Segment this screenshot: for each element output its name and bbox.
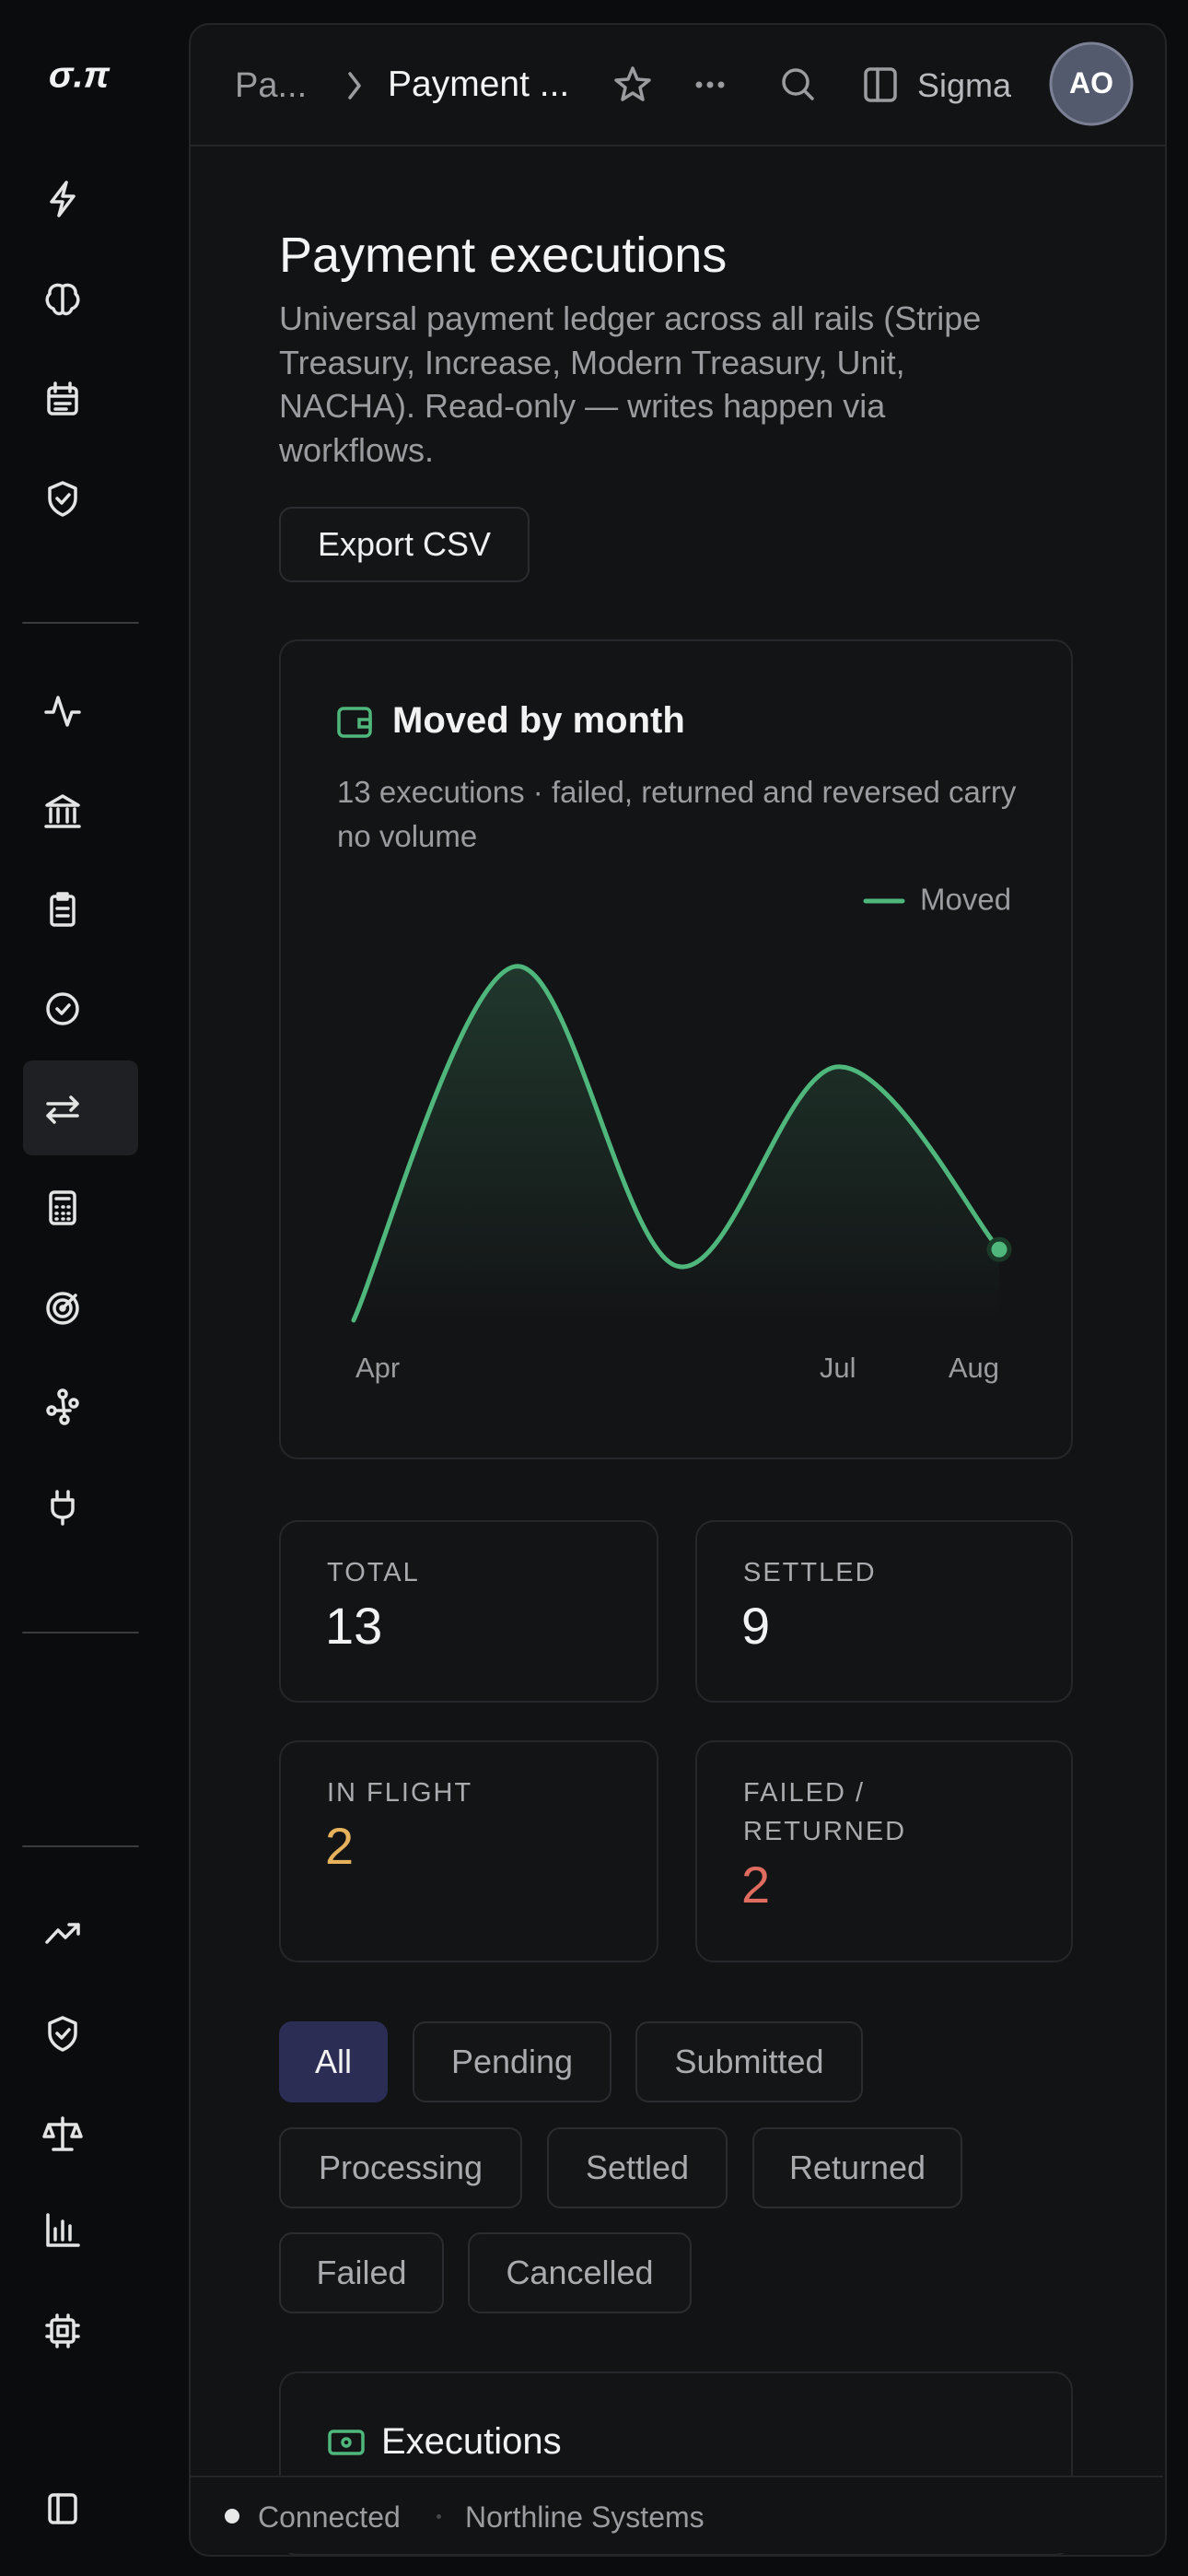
x-tick-label: Aug <box>949 1352 999 1384</box>
page-description: Universal payment ledger across all rail… <box>279 299 982 469</box>
filter-chip[interactable]: Submitted <box>635 2021 863 2102</box>
nav-icon[interactable] <box>45 1923 80 1944</box>
nav-icon[interactable] <box>45 283 80 316</box>
nav-icon[interactable] <box>48 2493 77 2524</box>
chart: Moved Apr Jul Aug <box>351 883 1012 1384</box>
filter-chip[interactable]: Cancelled <box>468 2232 692 2313</box>
nav-icon[interactable] <box>50 181 76 217</box>
nav-icon[interactable] <box>46 992 79 1025</box>
filter-chip[interactable]: Processing <box>279 2127 522 2208</box>
filter-chip[interactable]: Returned <box>752 2127 962 2208</box>
filter-chip[interactable]: Failed <box>279 2232 444 2313</box>
x-tick-label: Apr <box>355 1352 400 1384</box>
stat-label: SETTLED <box>743 1558 877 1587</box>
star-icon[interactable] <box>614 66 651 101</box>
nav-icon[interactable] <box>44 696 81 727</box>
export-button[interactable]: Export CSV <box>279 507 530 582</box>
avatar[interactable] <box>1049 41 1134 126</box>
nav-icon[interactable] <box>51 1490 75 1526</box>
filter-chip[interactable]: Settled <box>547 2127 728 2208</box>
stat-value: 9 <box>741 1597 771 1655</box>
nav-icon[interactable] <box>45 2313 80 2348</box>
end-point <box>986 1236 1012 1262</box>
workspace-name[interactable]: Sigma <box>917 66 1012 104</box>
nav-icon[interactable] <box>42 2116 83 2151</box>
avatar-initials[interactable]: AO <box>1069 66 1113 100</box>
stat-label: IN FLIGHT <box>327 1778 473 1808</box>
nav-icon[interactable] <box>44 794 81 828</box>
separator-dot <box>437 2514 441 2519</box>
search-icon[interactable] <box>782 68 814 100</box>
filter-chip[interactable]: All <box>279 2021 388 2102</box>
stat-label: TOTAL <box>327 1558 420 1587</box>
nav-icon[interactable] <box>48 481 77 517</box>
breadcrumb-parent[interactable]: Pa... <box>235 66 308 105</box>
executions-title: Executions <box>381 2421 562 2462</box>
stat-card <box>695 1740 1073 1962</box>
chart-card <box>279 639 1073 1459</box>
nav-icon[interactable] <box>50 892 76 927</box>
breadcrumb-chevron <box>348 72 361 100</box>
active-nav-bg <box>23 1060 138 1155</box>
filter-chip[interactable]: Pending <box>413 2021 611 2102</box>
more-icon[interactable] <box>695 81 725 88</box>
nav-icon[interactable] <box>46 1292 79 1325</box>
stat-card <box>279 1740 658 1962</box>
header-icons <box>348 41 1134 126</box>
nav-icon[interactable] <box>46 1388 79 1425</box>
stat-card <box>695 1520 1073 1703</box>
nav-icon[interactable] <box>47 381 78 416</box>
breadcrumb-current: Payment ... <box>388 64 570 104</box>
stat-card <box>279 1520 658 1703</box>
wallet-icon <box>337 707 372 738</box>
nav-icon[interactable] <box>46 1095 79 1124</box>
sidebar: σ.π <box>22 55 139 2524</box>
status-text: Connected <box>258 2500 401 2534</box>
chart-title: Moved by month <box>392 700 685 741</box>
x-tick-label: Jul <box>820 1352 856 1384</box>
logo: σ.π <box>49 55 111 96</box>
stat-value: 2 <box>325 1817 355 1875</box>
nav-icon[interactable] <box>49 1190 76 1225</box>
stat-value: 13 <box>325 1597 383 1655</box>
stat-label: FAILED / RETURNED <box>743 1778 907 1846</box>
chart-subtitle: 13 executions · failed, returned and rev… <box>337 775 1017 853</box>
stat-value: 2 <box>741 1856 771 1914</box>
status-bar <box>191 2476 1163 2553</box>
nav-icon[interactable] <box>46 2213 80 2247</box>
panel-icon[interactable] <box>864 67 897 102</box>
top-bar <box>189 23 1165 146</box>
executions-icon <box>328 2430 365 2455</box>
area-fill <box>354 966 999 1320</box>
status-dot <box>225 2509 239 2523</box>
legend-label: Moved <box>920 883 1011 917</box>
organization: Northline Systems <box>465 2500 705 2534</box>
line-series <box>351 964 1002 1323</box>
page-title: Payment executions <box>279 228 728 283</box>
stat-icons <box>576 1555 1025 1824</box>
nav-icon[interactable] <box>48 2016 77 2052</box>
